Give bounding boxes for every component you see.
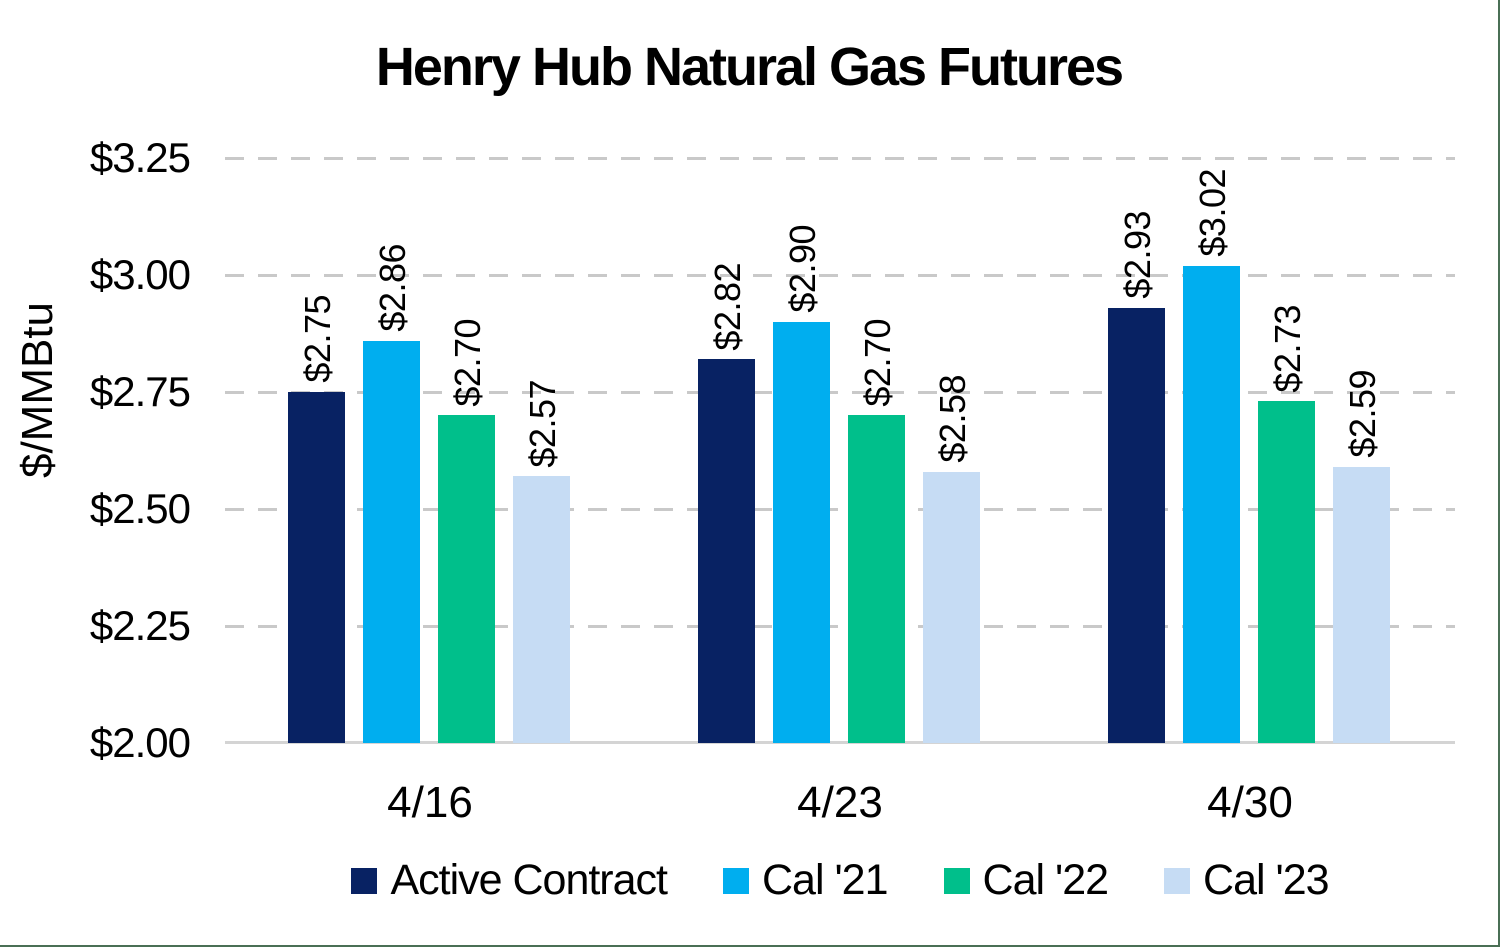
gridline [225,157,1455,160]
chart-title: Henry Hub Natural Gas Futures [375,37,1124,97]
bar-data-label: $2.93 [1116,211,1158,299]
legend-item-cal-22: Cal '22 [943,856,1110,905]
legend-swatch-cal-21 [723,867,749,894]
y-tick-label: $3.00 [89,251,191,298]
bar-cal-22-4-23 [848,415,905,743]
bar-cal-22-4-16 [438,415,495,743]
bar-data-label: $2.70 [446,318,488,407]
bar-active-contract-4-23 [698,359,755,743]
y-tick-label: $2.25 [89,602,191,649]
legend-item-cal-21: Cal '21 [723,856,889,905]
bar-data-label: $2.58 [931,374,973,463]
bar-cal-21-4-23 [773,321,830,743]
bar-data-label: $2.73 [1266,304,1308,393]
gridline [225,391,1455,394]
x-category-label: 4/30 [1207,778,1293,827]
legend-swatch-cal-22 [943,867,970,894]
gridline [225,508,1455,511]
x-category-label: 4/16 [387,778,473,827]
legend-label-cal-22: Cal '22 [982,856,1110,904]
bar-cal-21-4-30 [1183,265,1240,743]
y-tick-label: $3.25 [89,134,191,181]
x-axis-line [225,741,1455,744]
legend-swatch-active-contract [351,867,378,894]
plot-area: $2.75 $2.82 $2.93 $2.86 $2.90 $3.02 $2.70 $2.70… [225,157,1455,744]
legend-label-active-contract: Active Contract [390,856,668,904]
bar-cal-21-4-16 [363,340,420,743]
gridline [225,625,1455,628]
legend: Active Contract Cal '21 Cal '22 Cal '23 [225,856,1455,905]
bar-data-label: $2.86 [371,243,413,332]
y-tick-label: $2.50 [89,485,191,532]
x-category-label: 4/23 [797,778,883,827]
y-tick-label: $2.75 [89,368,191,415]
bar-data-label: $2.70 [856,318,898,407]
legend-swatch-cal-23 [1164,867,1191,894]
bar-active-contract-4-30 [1108,307,1165,743]
bar-data-label: $2.82 [706,262,748,351]
y-tick-label: $2.00 [89,719,191,766]
bar-data-label: $2.75 [296,295,338,383]
bar-data-label: $2.90 [781,225,823,313]
legend-label-cal-23: Cal '23 [1203,856,1330,904]
bar-cal-23-4-30 [1333,466,1390,743]
bar-data-label: $2.57 [521,379,563,468]
gridline [225,274,1455,277]
bar-data-label: $3.02 [1191,169,1233,257]
legend-item-cal-23: Cal '23 [1164,856,1330,905]
bar-cal-22-4-30 [1258,401,1315,743]
legend-item-active-contract: Active Contract [351,856,668,905]
bar-cal-23-4-23 [923,471,980,743]
bar-data-label: $2.59 [1341,370,1383,458]
bar-active-contract-4-16 [288,392,345,743]
legend-label-cal-21: Cal '21 [762,856,889,904]
bar-cal-23-4-16 [513,476,570,743]
